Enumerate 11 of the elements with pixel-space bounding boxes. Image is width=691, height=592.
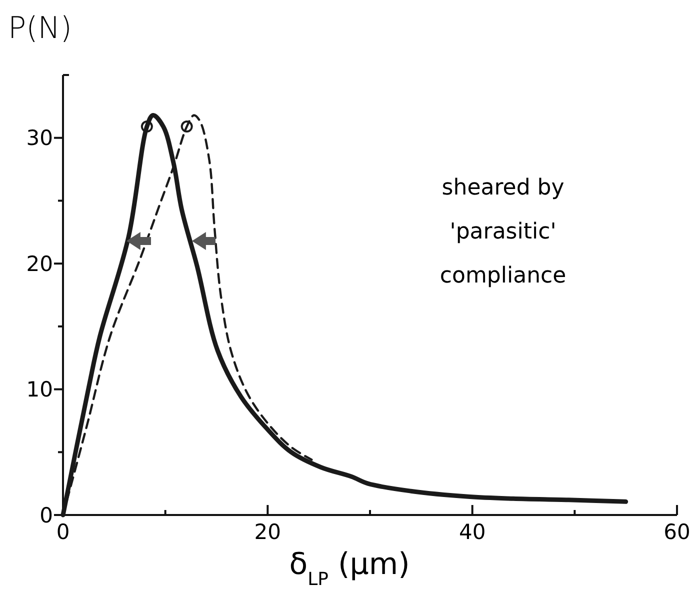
y-tick-label: 30 <box>26 126 53 150</box>
x-tick-label: 40 <box>458 520 486 544</box>
y-axis-title: P(N) <box>8 11 72 46</box>
y-tick-label: 10 <box>26 378 53 402</box>
x-tick-label: 20 <box>254 520 282 544</box>
y-tick-label: 0 <box>40 503 53 528</box>
y-tick-label: 20 <box>26 252 53 276</box>
annotation: sheared by 'parasitic' compliance <box>440 175 566 288</box>
x-tick-label: 0 <box>56 520 70 544</box>
x-axis-title: δ$_{LP}$ (μm) <box>289 547 410 590</box>
x-tick-label: 60 <box>664 520 690 544</box>
